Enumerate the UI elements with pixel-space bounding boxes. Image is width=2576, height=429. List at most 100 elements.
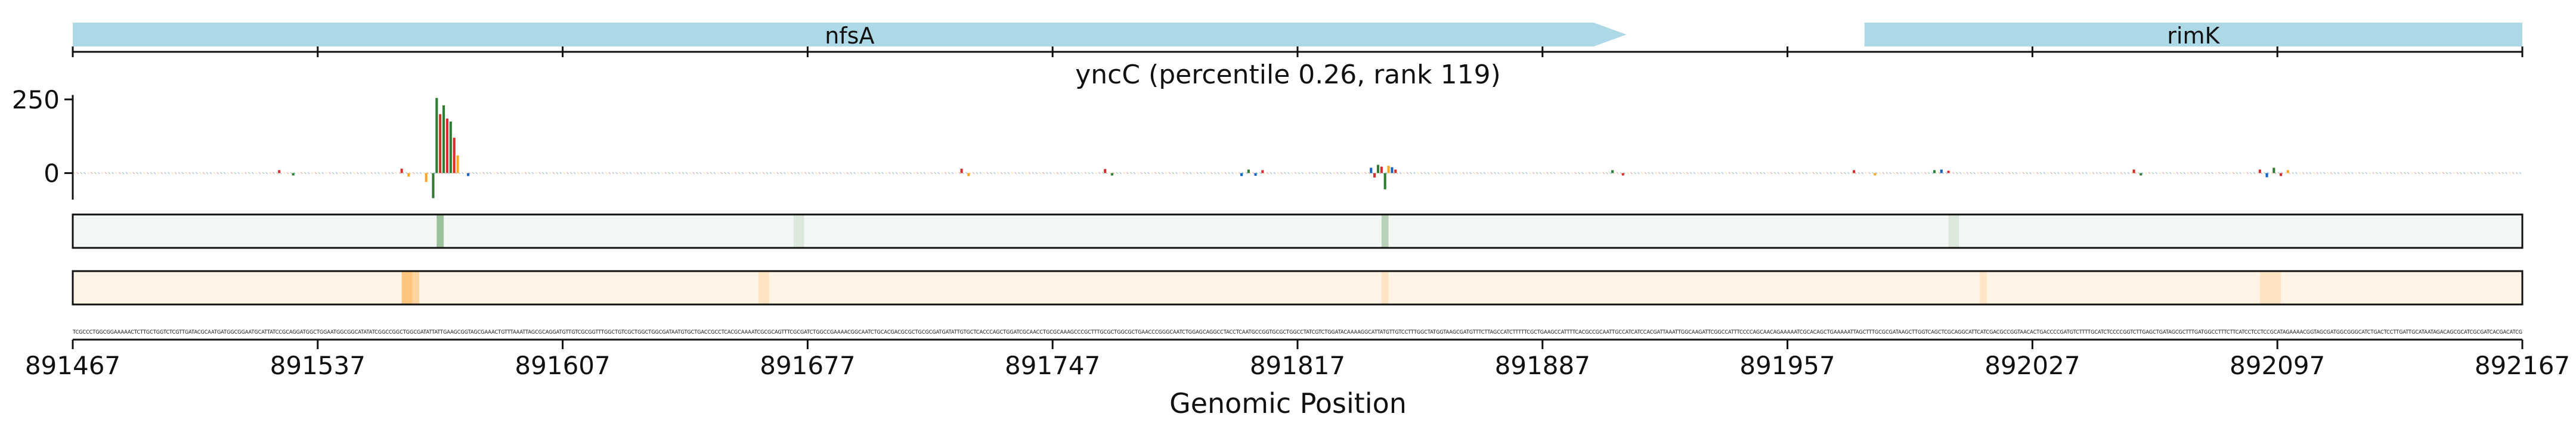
attribution-baseline-mark: [1819, 172, 1822, 175]
attribution-baseline-mark: [1185, 172, 1188, 175]
attribution-baseline-mark: [1434, 172, 1437, 175]
attribution-baseline-mark: [832, 172, 835, 175]
heatmap-band: [401, 271, 413, 304]
attribution-baseline-mark: [2445, 172, 2448, 175]
attribution-baseline-mark: [2200, 172, 2203, 175]
attribution-baseline-mark: [895, 172, 898, 175]
attribution-baseline-mark: [1172, 172, 1175, 175]
attribution-bar: [1254, 173, 1257, 176]
attribution-baseline-mark: [524, 172, 527, 175]
attribution-baseline-mark: [1983, 172, 1986, 175]
attribution-baseline-mark: [489, 172, 492, 175]
attribution-baseline-mark: [1980, 172, 1983, 175]
attribution-bar: [425, 173, 428, 182]
attribution-baseline-mark: [185, 172, 188, 175]
attribution-baseline-mark: [1945, 172, 1948, 175]
attribution-baseline-mark: [563, 172, 566, 175]
attribution-baseline-mark: [657, 172, 660, 175]
attribution-baseline-mark: [1213, 172, 1216, 175]
attribution-baseline-mark: [1231, 172, 1234, 175]
attribution-baseline-mark: [1322, 172, 1325, 175]
attribution-baseline-mark: [1504, 172, 1507, 175]
attribution-baseline-mark: [1840, 172, 1843, 175]
attribution-baseline-mark: [1696, 172, 1699, 175]
attribution-baseline-mark: [297, 172, 300, 175]
attribution-baseline-mark: [360, 172, 363, 175]
attribution-baseline-mark: [668, 172, 671, 175]
attribution-baseline-mark: [143, 172, 145, 175]
attribution-baseline-mark: [2284, 172, 2287, 175]
attribution-baseline-mark: [951, 172, 954, 175]
attribution-baseline-mark: [412, 172, 415, 175]
attribution-baseline-mark: [2292, 172, 2295, 175]
attribution-baseline-mark: [139, 172, 143, 175]
attribution-bar: [435, 98, 438, 173]
attribution-bar: [400, 169, 403, 173]
gene-nfsA: [73, 23, 1627, 46]
attribution-baseline-mark: [773, 172, 776, 175]
attribution-baseline-mark: [1245, 172, 1248, 175]
attribution-baseline-mark: [1336, 172, 1339, 175]
attribution-baseline-mark: [2183, 172, 2186, 175]
attribution-baseline-mark: [692, 172, 695, 175]
attribution-baseline-mark: [206, 172, 209, 175]
attribution-baseline-mark: [591, 172, 594, 175]
attribution-baseline-mark: [2022, 172, 2025, 175]
attribution-baseline-mark: [86, 172, 90, 175]
attribution-baseline-mark: [1140, 172, 1143, 175]
attribution-baseline-mark: [1644, 172, 1647, 175]
attribution-baseline-mark: [370, 172, 373, 175]
attribution-baseline-mark: [899, 172, 902, 175]
attribution-baseline-mark: [927, 172, 930, 175]
attribution-baseline-mark: [388, 172, 391, 175]
attribution-baseline-mark: [2127, 172, 2130, 175]
attribution-baseline-mark: [1014, 172, 1017, 175]
attribution-baseline-mark: [2459, 172, 2462, 175]
attribution-baseline-mark: [1024, 172, 1027, 175]
attribution-baseline-mark: [321, 172, 324, 175]
attribution-baseline-mark: [1056, 172, 1059, 175]
attribution-baseline-mark: [541, 172, 544, 175]
attribution-baseline-mark: [1584, 172, 1587, 175]
attribution-baseline-mark: [2232, 172, 2235, 175]
chart-title: yncC (percentile 0.26, rank 119): [1075, 60, 1501, 90]
attribution-baseline-mark: [2501, 172, 2504, 175]
attribution-baseline-mark: [559, 172, 562, 175]
attribution-baseline-mark: [629, 172, 632, 175]
attribution-baseline-mark: [1101, 172, 1104, 175]
attribution-baseline-mark: [1500, 172, 1503, 175]
attribution-baseline-mark: [1361, 172, 1364, 175]
attribution-baseline-mark: [1781, 172, 1784, 175]
attribution-baseline-mark: [2320, 172, 2323, 175]
heatmap-track-green: [72, 213, 2524, 249]
attribution-baseline-mark: [2162, 172, 2165, 175]
attribution-baseline-mark: [622, 172, 625, 175]
attribution-baseline-mark: [2193, 172, 2196, 175]
x-tick-label: 891677: [760, 351, 855, 380]
attribution-baseline-mark: [1406, 172, 1409, 175]
attribution-baseline-mark: [1290, 172, 1293, 175]
attribution-baseline-mark: [580, 172, 583, 175]
attribution-baseline-mark: [2039, 172, 2042, 175]
attribution-baseline-mark: [510, 172, 513, 175]
attribution-baseline-mark: [958, 172, 961, 175]
attribution-baseline-mark: [2103, 172, 2106, 175]
attribution-bar: [407, 173, 410, 177]
attribution-baseline-mark: [829, 172, 832, 175]
heatmap-band: [1381, 214, 1389, 248]
attribution-baseline-mark: [171, 172, 174, 175]
attribution-baseline-mark: [433, 172, 436, 175]
attribution-baseline-mark: [2425, 172, 2428, 175]
y-axis: 250 0: [12, 85, 74, 200]
attribution-baseline-mark: [1357, 172, 1360, 175]
attribution-baseline-mark: [2123, 172, 2126, 175]
attribution-baseline-mark: [850, 172, 853, 175]
attribution-baseline-mark: [678, 172, 681, 175]
attribution-baseline-mark: [699, 172, 702, 175]
attribution-baseline-mark: [1826, 172, 1829, 175]
attribution-baseline-mark: [1444, 172, 1448, 175]
attribution-baseline-mark: [76, 172, 79, 175]
attribution-baseline-mark: [2515, 172, 2518, 175]
attribution-bar: [1370, 167, 1373, 173]
attribution-baseline-mark: [1882, 172, 1885, 175]
